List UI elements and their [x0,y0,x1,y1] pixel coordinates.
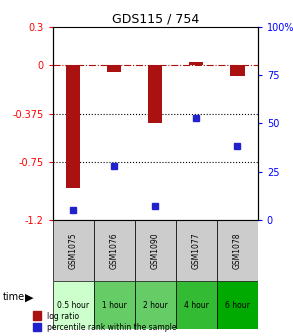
FancyBboxPatch shape [217,220,258,281]
Text: GSM1076: GSM1076 [110,232,119,269]
FancyBboxPatch shape [135,281,176,329]
Text: 4 hour: 4 hour [184,301,209,310]
Text: GSM1077: GSM1077 [192,232,201,269]
Text: 0.5 hour: 0.5 hour [57,301,89,310]
FancyBboxPatch shape [176,281,217,329]
FancyBboxPatch shape [53,220,94,281]
FancyBboxPatch shape [176,220,217,281]
FancyBboxPatch shape [94,281,135,329]
Text: 2 hour: 2 hour [143,301,168,310]
Text: ▶: ▶ [25,292,33,302]
FancyBboxPatch shape [94,220,135,281]
Text: GSM1090: GSM1090 [151,232,160,269]
Text: GSM1078: GSM1078 [233,232,242,269]
Text: 1 hour: 1 hour [102,301,127,310]
Legend: log ratio, percentile rank within the sample: log ratio, percentile rank within the sa… [33,312,176,332]
Bar [189,61,204,66]
Text: 6 hour: 6 hour [225,301,250,310]
FancyBboxPatch shape [53,281,94,329]
Bar [66,66,80,187]
Text: GSM1075: GSM1075 [69,232,78,269]
Title: GDS115 / 754: GDS115 / 754 [112,13,199,26]
Bar [148,66,162,123]
FancyBboxPatch shape [217,281,258,329]
Bar [107,66,121,72]
Text: time: time [3,292,25,302]
Bar [230,66,244,76]
FancyBboxPatch shape [135,220,176,281]
